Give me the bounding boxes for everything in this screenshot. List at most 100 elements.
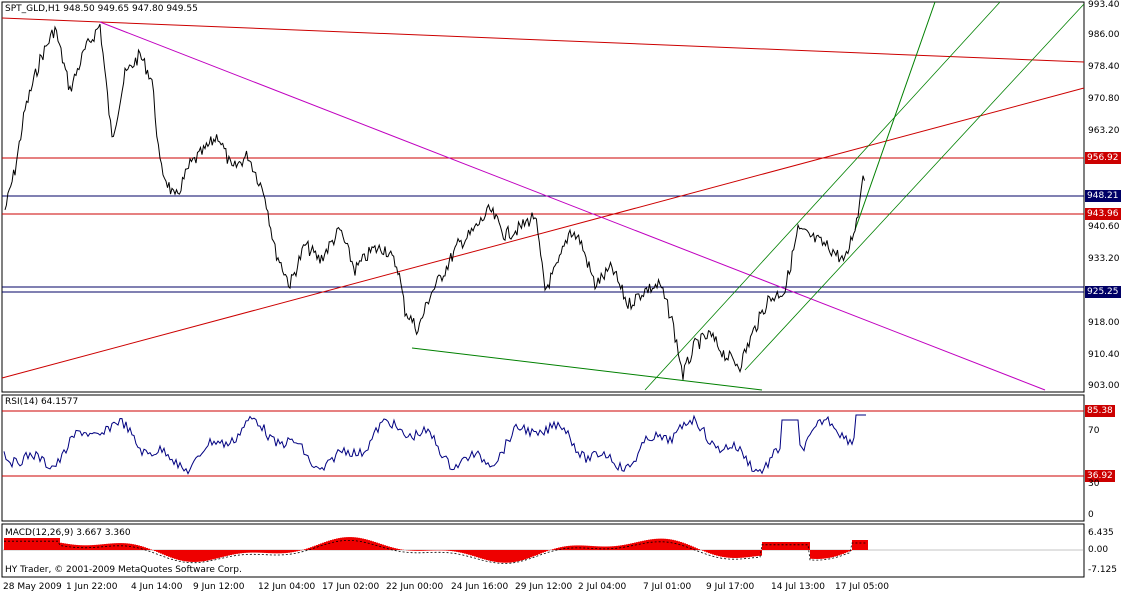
macd-bar bbox=[254, 550, 256, 553]
macd-bar bbox=[534, 550, 536, 556]
macd-bar bbox=[718, 550, 720, 557]
time-tick: 9 Jun 12:00 bbox=[193, 582, 245, 592]
macd-bar bbox=[158, 550, 160, 553]
macd-bar bbox=[50, 538, 52, 550]
macd-bar bbox=[504, 550, 506, 563]
green-channel-upper[interactable] bbox=[644, 1, 1001, 391]
macd-bar bbox=[350, 537, 352, 550]
macd-histogram[interactable] bbox=[4, 537, 868, 563]
macd-bar bbox=[730, 550, 732, 558]
macd-bar bbox=[208, 550, 210, 561]
macd-bar bbox=[678, 541, 680, 550]
macd-bar bbox=[80, 545, 82, 550]
macd-bar bbox=[688, 544, 690, 550]
macd-bar bbox=[218, 550, 220, 558]
macd-bar bbox=[104, 544, 106, 550]
macd-bar bbox=[420, 550, 422, 551]
price-tick: 918.00 bbox=[1088, 318, 1120, 328]
macd-bar bbox=[466, 550, 468, 555]
macd-bar bbox=[274, 550, 276, 554]
magenta-trendline[interactable] bbox=[99, 21, 1046, 391]
macd-bar bbox=[122, 543, 124, 550]
macd-bar bbox=[520, 550, 522, 561]
macd-bar bbox=[416, 550, 418, 551]
time-tick: 29 Jun 12:00 bbox=[515, 582, 573, 592]
time-tick: 12 Jun 04:00 bbox=[258, 582, 316, 592]
macd-bar bbox=[378, 543, 380, 550]
macd-bar bbox=[270, 550, 272, 554]
macd-bar bbox=[276, 550, 278, 554]
macd-bar bbox=[174, 550, 176, 559]
macd-bar bbox=[570, 545, 572, 550]
macd-bar bbox=[708, 550, 710, 554]
rsi-panel[interactable] bbox=[1, 394, 1085, 522]
macd-bar bbox=[246, 550, 248, 553]
macd-bar bbox=[640, 541, 642, 550]
macd-bar bbox=[484, 550, 486, 560]
macd-bar bbox=[820, 550, 822, 559]
macd-bar bbox=[598, 546, 600, 550]
macd-bar bbox=[128, 543, 130, 550]
macd-bar bbox=[840, 550, 842, 555]
price-series[interactable] bbox=[4, 23, 865, 380]
price-tick: 970.80 bbox=[1088, 94, 1120, 104]
macd-bar bbox=[832, 550, 834, 558]
macd-bar bbox=[738, 550, 740, 558]
macd-bar bbox=[522, 550, 524, 561]
macd-bar bbox=[298, 550, 300, 551]
macd-bar bbox=[60, 542, 62, 550]
macd-bar bbox=[230, 550, 232, 556]
macd-bar bbox=[614, 546, 616, 550]
macd-bar bbox=[610, 546, 612, 550]
green-support-line[interactable] bbox=[411, 347, 763, 391]
macd-bar bbox=[280, 550, 282, 554]
copyright-footer: HY Trader, © 2001-2009 MetaQuotes Softwa… bbox=[5, 565, 242, 575]
price-tag-925: 925.25 bbox=[1085, 286, 1121, 298]
macd-bar bbox=[690, 545, 692, 550]
macd-bar bbox=[170, 550, 172, 558]
macd-bar bbox=[762, 542, 764, 550]
green-steep-trendline[interactable] bbox=[854, 1, 936, 231]
macd-bar bbox=[786, 542, 788, 550]
macd-bar bbox=[318, 544, 320, 550]
rsi-series[interactable] bbox=[3, 414, 866, 475]
rsi-panel-header: RSI(14) 64.1577 bbox=[5, 397, 79, 407]
macd-bar bbox=[474, 550, 476, 557]
macd-bar bbox=[664, 538, 666, 550]
macd-bar bbox=[468, 550, 470, 555]
macd-signal-line[interactable] bbox=[4, 540, 866, 564]
macd-bar bbox=[716, 550, 718, 556]
red-ascending-trendline[interactable] bbox=[1, 87, 1085, 379]
macd-bar bbox=[764, 542, 766, 550]
macd-bar bbox=[340, 537, 342, 550]
price-panel-header: SPT_GLD,H1 948.50 949.65 947.80 949.55 bbox=[5, 4, 198, 14]
macd-bar bbox=[108, 543, 110, 550]
macd-bar bbox=[626, 544, 628, 550]
macd-bar bbox=[32, 538, 34, 550]
price-panel[interactable] bbox=[1, 1, 1085, 393]
green-channel-lower[interactable] bbox=[744, 3, 1085, 371]
macd-bar bbox=[164, 550, 166, 556]
macd-bar bbox=[488, 550, 490, 561]
macd-bar bbox=[114, 543, 116, 550]
macd-bar bbox=[240, 550, 242, 554]
macd-bar bbox=[176, 550, 178, 560]
macd-bar bbox=[46, 538, 48, 550]
red-descending-trendline[interactable] bbox=[1, 17, 1085, 63]
macd-bar bbox=[8, 538, 10, 550]
macd-bar bbox=[638, 541, 640, 550]
macd-bar bbox=[390, 547, 392, 550]
macd-bar bbox=[536, 550, 538, 556]
macd-bar bbox=[166, 550, 168, 557]
macd-bar bbox=[814, 550, 816, 559]
macd-bar bbox=[260, 550, 262, 553]
macd-bar bbox=[528, 550, 530, 559]
macd-bar bbox=[54, 538, 56, 550]
macd-bar bbox=[494, 550, 496, 562]
macd-bar bbox=[178, 550, 180, 561]
macd-bar bbox=[464, 550, 466, 554]
macd-bar bbox=[44, 538, 46, 550]
macd-bar bbox=[810, 550, 812, 559]
macd-bar bbox=[252, 550, 254, 553]
